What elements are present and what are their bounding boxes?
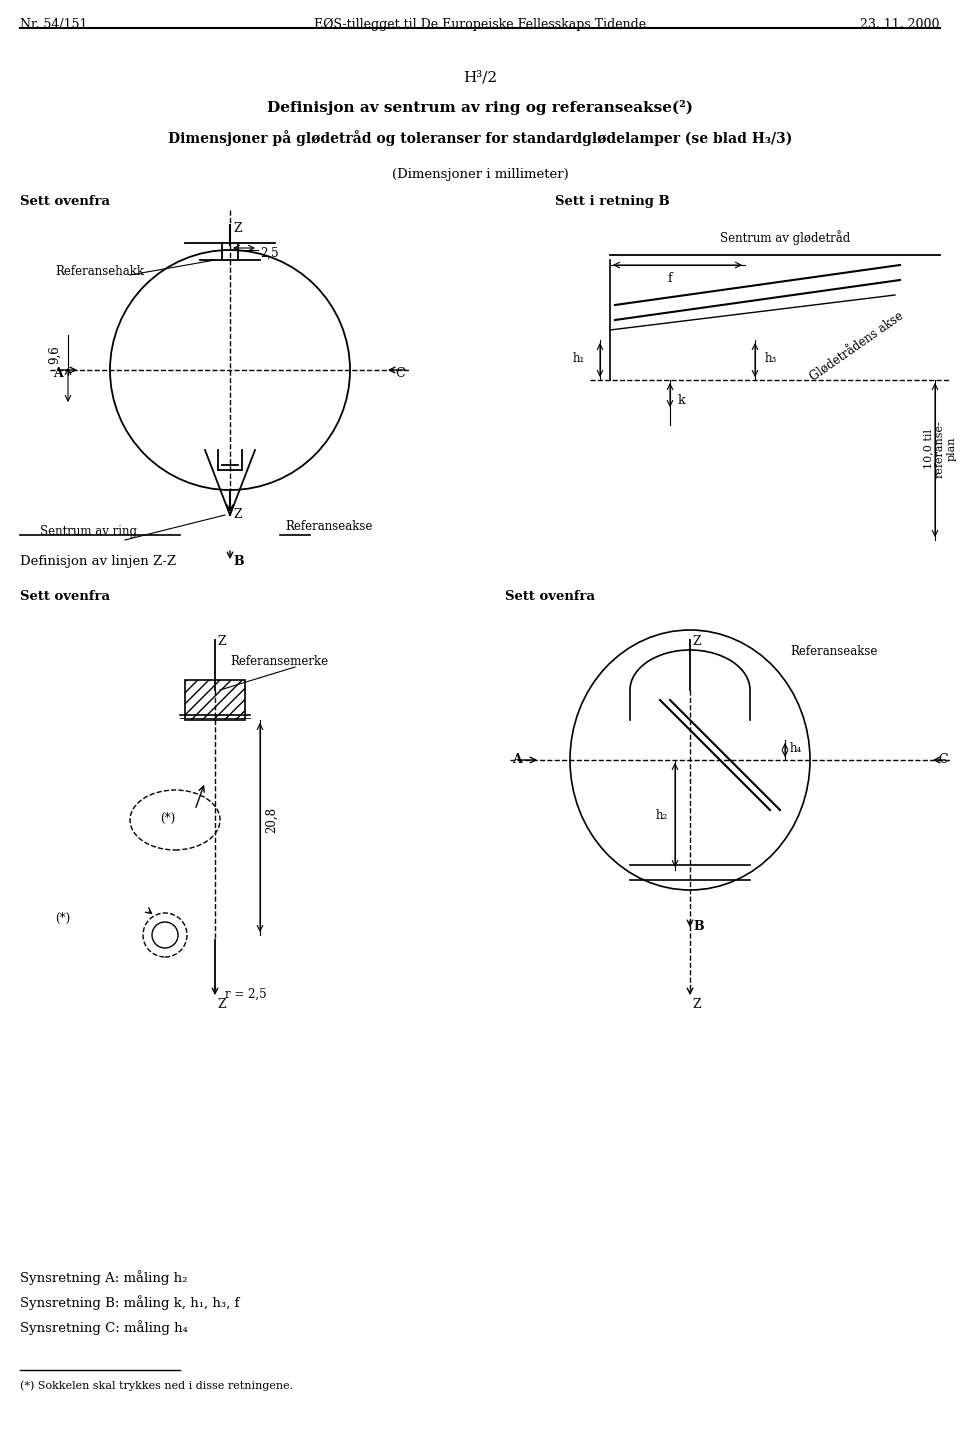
Text: Referansehakk: Referansehakk: [55, 264, 144, 279]
Text: (*): (*): [160, 812, 176, 825]
Text: 10,0 til
referanse-
plan: 10,0 til referanse- plan: [924, 420, 956, 477]
Text: k: k: [678, 393, 685, 406]
Text: Z: Z: [217, 997, 226, 1010]
Text: h₂: h₂: [656, 809, 668, 822]
Text: Z: Z: [692, 997, 701, 1010]
Text: H³/2: H³/2: [463, 70, 497, 84]
Text: Synsretning B: måling k, h₁, h₃, f: Synsretning B: måling k, h₁, h₃, f: [20, 1295, 239, 1310]
Text: Synsretning C: måling h₄: Synsretning C: måling h₄: [20, 1320, 188, 1335]
Text: EØS-tillegget til De Europeiske Fellesskaps Tidende: EØS-tillegget til De Europeiske Fellessk…: [314, 19, 646, 31]
Text: 2,5: 2,5: [260, 247, 278, 260]
Text: Referansemerke: Referansemerke: [230, 654, 328, 667]
Bar: [185, 680, 245, 720]
Text: (*): (*): [55, 912, 70, 925]
Text: (*) Sokkelen skal trykkes ned i disse retningene.: (*) Sokkelen skal trykkes ned i disse re…: [20, 1380, 293, 1390]
Text: r = 2,5: r = 2,5: [225, 987, 267, 1000]
Text: B: B: [233, 554, 244, 567]
Text: (Dimensjoner i millimeter): (Dimensjoner i millimeter): [392, 169, 568, 181]
Text: Sentrum av ring: Sentrum av ring: [40, 524, 137, 537]
Text: Dimensjoner på glødetråd og toleranser for standardglødelamper (se blad H₃/3): Dimensjoner på glødetråd og toleranser f…: [168, 130, 792, 146]
Text: 9,6: 9,6: [49, 346, 61, 364]
Text: h₁: h₁: [573, 352, 585, 364]
Text: Referanseakse: Referanseakse: [285, 520, 372, 533]
Text: Nr. 54/151: Nr. 54/151: [20, 19, 87, 31]
Text: Z: Z: [692, 634, 701, 647]
Text: Sett ovenfra: Sett ovenfra: [505, 590, 595, 603]
Text: Glødetrådens akse: Glødetrådens akse: [808, 310, 906, 384]
Text: Definisjon av linjen Z-Z: Definisjon av linjen Z-Z: [20, 554, 176, 567]
Text: h₄: h₄: [790, 742, 803, 755]
Text: Z: Z: [233, 221, 242, 234]
Text: C: C: [396, 366, 405, 380]
Text: Sentrum av glødetråd: Sentrum av glødetråd: [720, 230, 851, 244]
Text: Z: Z: [217, 634, 226, 647]
Text: A: A: [512, 753, 521, 766]
Text: C: C: [938, 753, 948, 766]
Text: Referanseakse: Referanseakse: [790, 644, 877, 657]
Text: Sett i retning B: Sett i retning B: [555, 194, 670, 209]
Text: Sett ovenfra: Sett ovenfra: [20, 590, 110, 603]
Text: h₃: h₃: [765, 352, 778, 364]
Text: A: A: [53, 366, 62, 380]
Text: Synsretning A: måling h₂: Synsretning A: måling h₂: [20, 1270, 187, 1285]
Text: Z: Z: [233, 507, 242, 522]
Text: B: B: [693, 920, 704, 933]
Text: Definisjon av sentrum av ring og referanseakse(²): Definisjon av sentrum av ring og referan…: [267, 100, 693, 114]
Text: 20,8: 20,8: [265, 807, 278, 833]
Text: 23. 11. 2000: 23. 11. 2000: [860, 19, 940, 31]
Text: Sett ovenfra: Sett ovenfra: [20, 194, 110, 209]
Text: f: f: [668, 272, 672, 284]
